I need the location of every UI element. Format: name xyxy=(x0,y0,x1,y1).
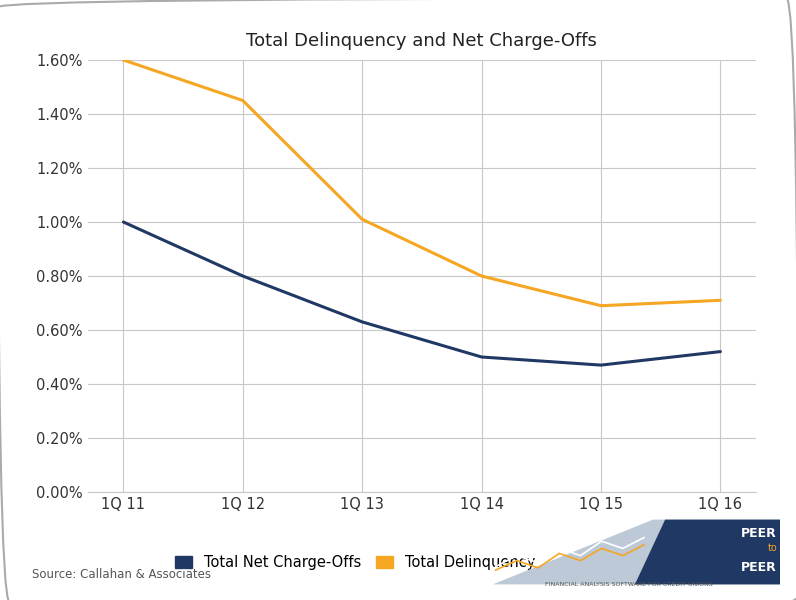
Text: FINANCIAL ANALYSIS SOFTWARE FOR CREDIT UNIONS: FINANCIAL ANALYSIS SOFTWARE FOR CREDIT U… xyxy=(545,582,712,587)
Legend: Total Net Charge-Offs, Total Delinquency: Total Net Charge-Offs, Total Delinquency xyxy=(175,556,535,571)
Text: Source: Callahan & Associates: Source: Callahan & Associates xyxy=(32,568,211,581)
Title: Total Delinquency and Net Charge-Offs: Total Delinquency and Net Charge-Offs xyxy=(247,32,597,50)
Polygon shape xyxy=(493,520,780,584)
Text: PEER: PEER xyxy=(741,562,777,574)
Polygon shape xyxy=(635,520,780,584)
Text: to: to xyxy=(767,544,777,553)
Text: PEER: PEER xyxy=(741,527,777,540)
